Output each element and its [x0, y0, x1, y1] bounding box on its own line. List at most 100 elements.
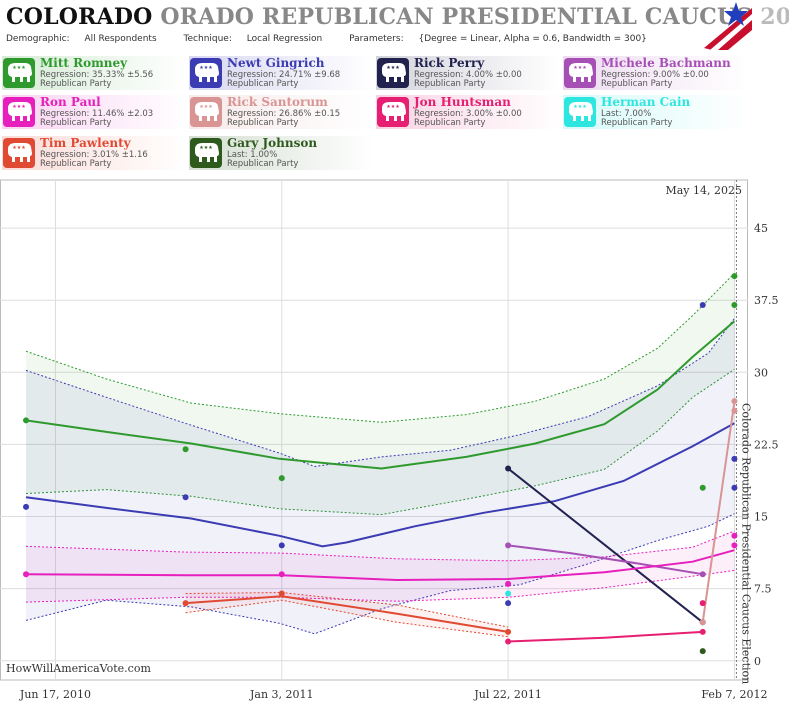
data-point [699, 648, 706, 655]
data-point [505, 580, 512, 587]
legend-item[interactable]: ★★★ Ron Paul Regression: 11.46% ±2.03 Repub… [2, 95, 187, 129]
candidate-name: Rick Perry [414, 56, 485, 70]
title-year: 2012 [760, 4, 789, 30]
elephant-icon: ★★★ [564, 58, 596, 88]
data-point [505, 465, 512, 472]
series-line [185, 595, 509, 633]
elephant-icon: ★★★ [3, 138, 35, 168]
candidate-party: Republican Party [601, 118, 673, 128]
data-point [505, 628, 512, 635]
data-point [182, 446, 189, 453]
legend-item[interactable]: ★★★ Mitt Romney Regression: 35.33% ±5.56 Re… [2, 56, 187, 90]
candidate-name: Gary Johnson [227, 136, 318, 150]
svg-text:★★★: ★★★ [12, 65, 26, 71]
data-point [23, 571, 30, 578]
candidate-stat: Regression: 3.01% ±1.16 [40, 150, 148, 160]
parameters-label: Parameters: [349, 34, 404, 44]
title-state: COLORADO [6, 4, 161, 30]
svg-text:★★★: ★★★ [199, 104, 213, 110]
data-point [505, 638, 512, 645]
data-point [505, 542, 512, 549]
parameters-line: Demographic: All Respondents Technique: … [6, 34, 671, 44]
legend-item[interactable]: ★★★ Michele Bachmann Regression: 9.00% ±0.… [563, 56, 748, 90]
confidence-band [26, 273, 735, 515]
x-tick-label: Jan 3, 2011 [249, 688, 314, 701]
technique-value: Local Regression [246, 34, 323, 44]
data-point [182, 494, 189, 501]
x-tick-label: Jun 17, 2010 [19, 688, 91, 701]
poll-chart: 0 7.5 15 22.5 30 37.5 45 Jun 17, 2010 Jan 3, 201… [0, 179, 779, 701]
band-lower [185, 599, 509, 638]
today-label: May 14, 2025 [665, 184, 742, 197]
svg-text:★★★: ★★★ [386, 65, 400, 71]
legend-item[interactable]: ★★★ Herman Cain Last: 7.00% Republican Part… [563, 95, 748, 129]
data-point [699, 628, 706, 635]
data-point [505, 590, 512, 597]
candidate-name: Ron Paul [40, 95, 101, 109]
data-point [278, 590, 285, 597]
svg-text:★★★: ★★★ [573, 65, 587, 71]
y-tick-label: 0 [754, 655, 761, 668]
series-line [701, 401, 736, 623]
series-line [508, 630, 703, 643]
data-point [23, 417, 30, 424]
legend-item[interactable]: ★★★ Gary Johnson Last: 1.00% Republican Par… [189, 136, 374, 170]
candidate-party: Republican Party [601, 79, 673, 89]
candidate-stat: Regression: 24.71% ±9.68 [227, 70, 341, 80]
candidate-party: Republican Party [40, 159, 112, 169]
legend-item[interactable]: ★★★ Newt Gingrich Regression: 24.71% ±9.68… [189, 56, 374, 90]
candidate-name: Tim Pawlenty [40, 136, 131, 150]
elephant-icon: ★★★ [564, 97, 596, 127]
svg-text:★★★: ★★★ [12, 145, 26, 151]
series-line [25, 422, 735, 548]
band-upper [185, 591, 509, 628]
data-point [278, 542, 285, 549]
candidate-name: Herman Cain [601, 95, 691, 109]
data-point [699, 302, 706, 308]
y-tick-label: 45 [754, 222, 768, 235]
data-point [731, 542, 738, 549]
candidate-stat: Regression: 26.86% ±0.15 [227, 109, 341, 119]
candidate-party: Republican Party [414, 118, 486, 128]
election-label: Colorado Republican Presidential Caucus … [739, 403, 752, 684]
confidence-band [185, 592, 509, 637]
parameters-value: {Degree = Linear, Alpha = 0.6, Bandwidth… [418, 34, 647, 44]
candidate-name: Newt Gingrich [227, 56, 325, 70]
y-tick-label: 22.5 [754, 438, 779, 451]
series-line [507, 544, 703, 576]
legend-item[interactable]: ★★★ Rick Santorum Regression: 26.86% ±0.15… [189, 95, 374, 129]
candidate-stat: Last: 7.00% [601, 109, 652, 119]
y-tick-label: 7.5 [754, 583, 772, 596]
legend-item[interactable]: ★★★ Tim Pawlenty Regression: 3.01% ±1.16 Re… [2, 136, 187, 170]
band-lower [25, 513, 735, 635]
data-point [731, 273, 738, 280]
data-point [278, 475, 285, 482]
x-tick-label: Feb 7, 2012 [701, 688, 767, 701]
data-point [731, 455, 738, 462]
candidate-stat: Regression: 11.46% ±2.03 [40, 109, 154, 119]
elephant-icon: ★★★ [377, 58, 409, 88]
candidate-party: Republican Party [227, 79, 299, 89]
data-point [731, 484, 738, 491]
data-point [731, 532, 738, 539]
page-title: COLORADO ORADO REPUBLICAN PRESIDENTIAL C… [6, 4, 789, 30]
y-tick-label: 30 [754, 366, 768, 379]
candidate-stat: Last: 1.00% [227, 150, 278, 160]
band-upper [25, 530, 735, 562]
legend-item[interactable]: ★★★ Jon Huntsman Regression: 3.00% ±0.00 Re… [376, 95, 561, 129]
legend-item[interactable]: ★★★ Rick Perry Regression: 4.00% ±0.00 Repu… [376, 56, 561, 90]
series-line [25, 549, 735, 582]
data-point [699, 619, 706, 626]
candidate-name: Mitt Romney [40, 56, 128, 70]
candidate-stat: Regression: 3.00% ±0.00 [414, 109, 522, 119]
data-point [699, 484, 706, 491]
data-point [182, 600, 189, 607]
candidate-name: Rick Santorum [227, 95, 328, 109]
band-upper [25, 272, 735, 423]
demographic-value: All Respondents [84, 34, 157, 44]
candidate-stat: Regression: 9.00% ±0.00 [601, 70, 709, 80]
candidate-party: Republican Party [414, 79, 486, 89]
plot-area [0, 179, 748, 681]
data-point [699, 600, 706, 607]
title-event: ORADO REPUBLICAN PRESIDENTIAL CAUCUS [160, 4, 761, 30]
